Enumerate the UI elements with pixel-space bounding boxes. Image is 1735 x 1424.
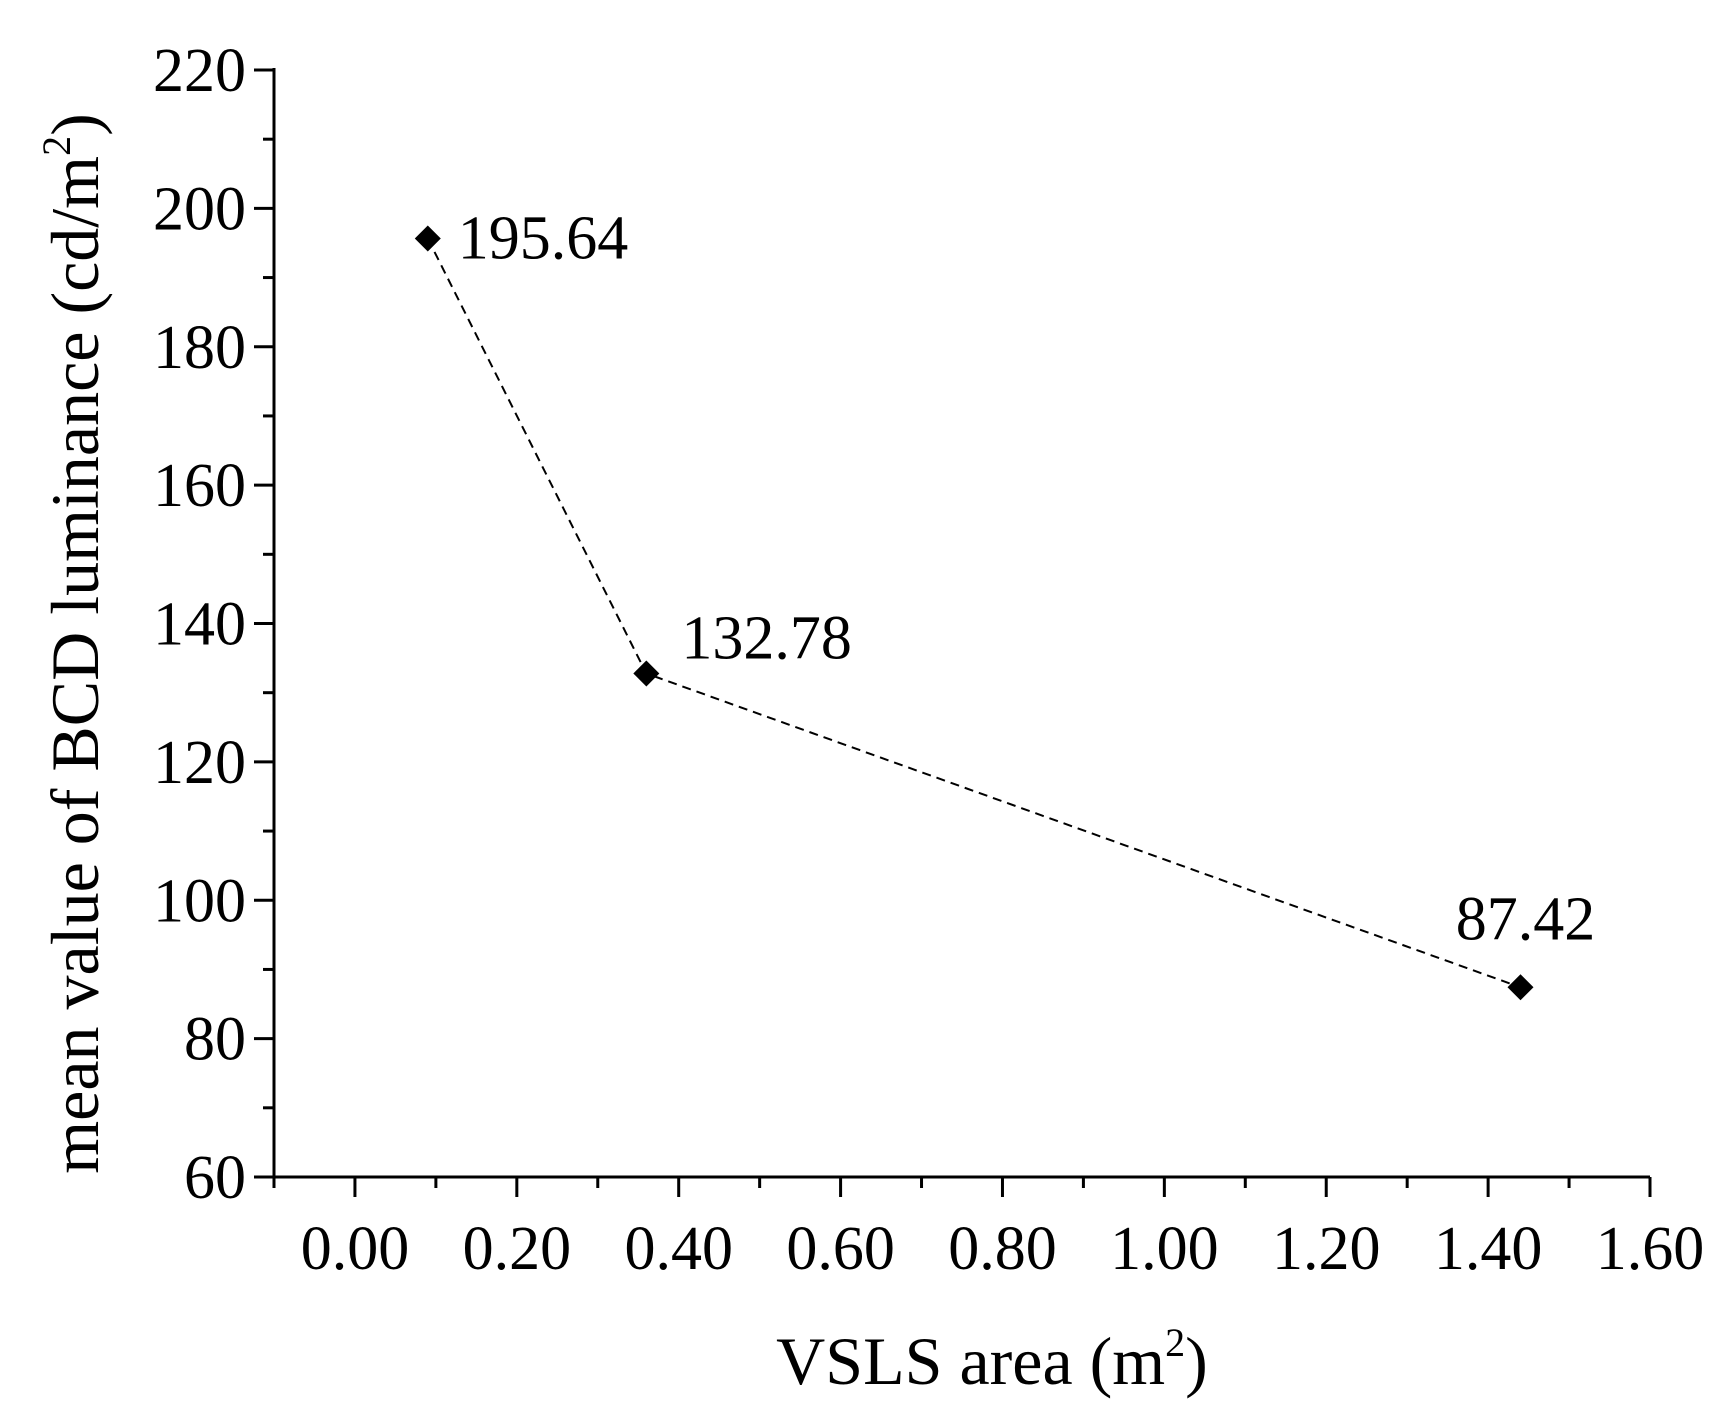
x-tick-label: 1.60	[1596, 1215, 1705, 1283]
x-tick-label: 0.20	[463, 1215, 572, 1283]
data-label: 195.64	[458, 205, 628, 273]
x-tick-label: 1.40	[1434, 1215, 1543, 1283]
data-labels: 195.64 132.78 87.42	[458, 205, 1595, 954]
y-tick-label: 220	[153, 37, 246, 105]
data-point-marker	[414, 225, 441, 252]
tick-labels: 60 80 100 120 140 160 180 200 220 0.00 0.20 0.40 0.6…	[153, 37, 1704, 1283]
y-tick-label: 80	[184, 1006, 246, 1074]
markers	[414, 225, 1534, 1001]
series-line-path	[426, 238, 1521, 989]
data-label: 132.78	[681, 604, 852, 672]
series-line	[426, 238, 1521, 989]
y-tick-label: 60	[184, 1144, 246, 1212]
x-tick-label: 1.00	[1110, 1215, 1219, 1283]
y-tick-label: 140	[153, 591, 246, 659]
y-tick-label: 120	[153, 729, 246, 797]
x-tick-label: 0.40	[624, 1215, 733, 1283]
x-axis-title: VSLS area (m2)	[776, 1320, 1208, 1399]
data-point-marker	[633, 660, 660, 687]
ticks	[254, 68, 1652, 1197]
y-tick-label: 200	[153, 175, 246, 243]
y-tick-label: 100	[153, 867, 246, 935]
x-tick-label: 0.60	[786, 1215, 895, 1283]
y-tick-label: 160	[153, 452, 246, 520]
y-tick-label: 180	[153, 314, 246, 382]
y-axis-title: mean value of BCD luminance (cd/m2)	[34, 113, 113, 1173]
x-tick-label: 0.00	[301, 1215, 410, 1283]
x-tick-label: 0.80	[948, 1215, 1057, 1283]
data-point-marker	[1507, 974, 1534, 1001]
data-label: 87.42	[1456, 885, 1596, 953]
x-tick-label: 1.20	[1272, 1215, 1381, 1283]
